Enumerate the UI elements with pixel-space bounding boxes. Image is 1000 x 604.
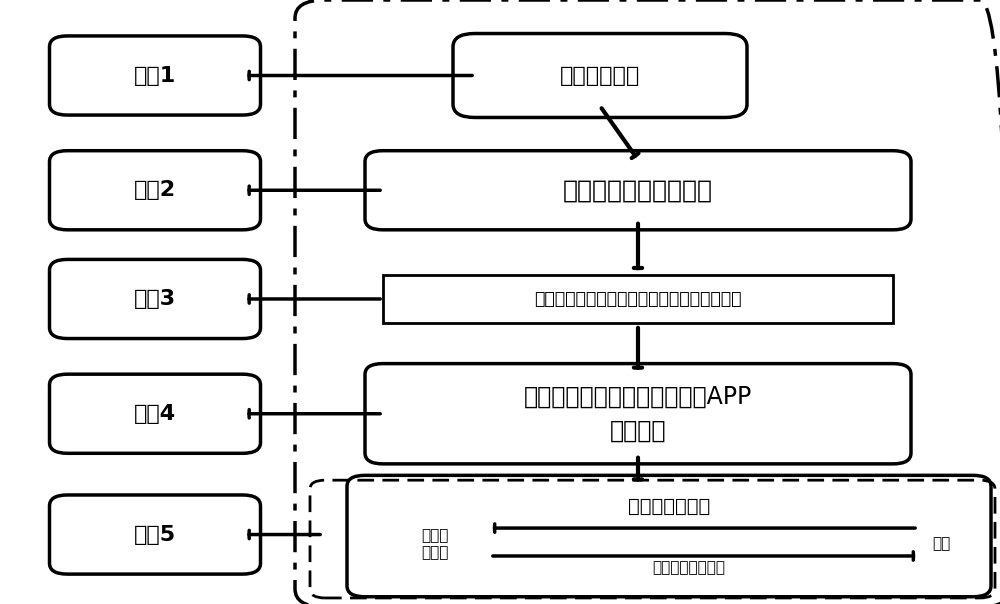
FancyBboxPatch shape [50,150,260,230]
Text: 向透析机反馈数据: 向透析机反馈数据 [652,561,726,576]
Text: 患者: 患者 [932,536,950,551]
Text: 数据传输至远程服务器: 数据传输至远程服务器 [563,178,713,202]
FancyBboxPatch shape [365,150,911,230]
Text: 步骤2: 步骤2 [134,180,176,201]
Text: 用户端设备电脑、平板、手机APP
接收数据: 用户端设备电脑、平板、手机APP 接收数据 [524,385,752,443]
Text: 步骤3: 步骤3 [134,289,176,309]
FancyBboxPatch shape [50,374,260,453]
FancyBboxPatch shape [50,260,260,338]
FancyBboxPatch shape [347,475,991,597]
Text: 采集透析数据: 采集透析数据 [560,65,640,86]
Text: 医护、
工程师: 医护、 工程师 [421,528,449,561]
Text: 可视化医患沟通: 可视化医患沟通 [628,496,710,516]
Text: 步骤5: 步骤5 [134,524,176,545]
FancyBboxPatch shape [50,495,260,574]
Text: 远程服务器进行数据分析、分类、发送、报警: 远程服务器进行数据分析、分类、发送、报警 [534,290,742,308]
FancyBboxPatch shape [453,34,747,117]
FancyBboxPatch shape [50,36,260,115]
FancyBboxPatch shape [383,275,893,323]
FancyBboxPatch shape [365,364,911,464]
Text: 步骤4: 步骤4 [134,403,176,424]
Text: 步骤1: 步骤1 [134,65,176,86]
